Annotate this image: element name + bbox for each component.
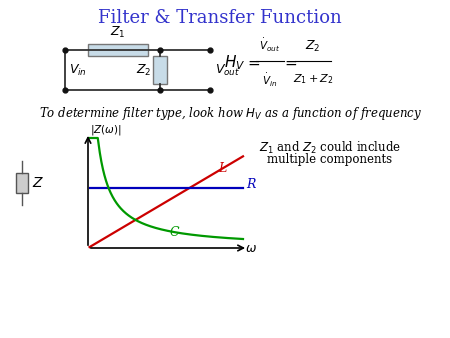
Text: $|Z(\omega)|$: $|Z(\omega)|$ bbox=[90, 123, 122, 137]
Text: $Z_2$: $Z_2$ bbox=[305, 39, 321, 54]
Text: $Z_1$ and $Z_2$ could include: $Z_1$ and $Z_2$ could include bbox=[259, 140, 401, 156]
Text: $\omega$: $\omega$ bbox=[245, 241, 257, 255]
Text: L: L bbox=[218, 162, 226, 175]
Text: $\dot{V}_{out}$: $\dot{V}_{out}$ bbox=[259, 37, 281, 54]
Text: C: C bbox=[170, 225, 179, 239]
Text: R: R bbox=[246, 177, 256, 191]
Bar bbox=[153, 56, 167, 84]
Text: $=$: $=$ bbox=[245, 56, 261, 70]
Text: $=$: $=$ bbox=[282, 56, 298, 70]
Text: $Z_1 + Z_2$: $Z_1 + Z_2$ bbox=[293, 72, 333, 86]
Text: $H_V$: $H_V$ bbox=[224, 54, 245, 72]
Text: Filter & Transfer Function: Filter & Transfer Function bbox=[98, 9, 342, 27]
Text: To determine filter type, look how $H_V$ as a function of frequency: To determine filter type, look how $H_V$… bbox=[39, 104, 422, 121]
Text: $V_{in}$: $V_{in}$ bbox=[69, 63, 87, 77]
Bar bbox=[16, 173, 28, 193]
Text: $Z_2$: $Z_2$ bbox=[135, 63, 151, 77]
Text: $V_{out}$: $V_{out}$ bbox=[215, 63, 240, 77]
Text: multiple components: multiple components bbox=[267, 153, 392, 167]
Bar bbox=[88, 44, 148, 56]
Text: $Z_1$: $Z_1$ bbox=[110, 25, 126, 40]
Text: $Z$: $Z$ bbox=[32, 176, 44, 190]
Text: $\dot{V}_{in}$: $\dot{V}_{in}$ bbox=[262, 72, 278, 89]
